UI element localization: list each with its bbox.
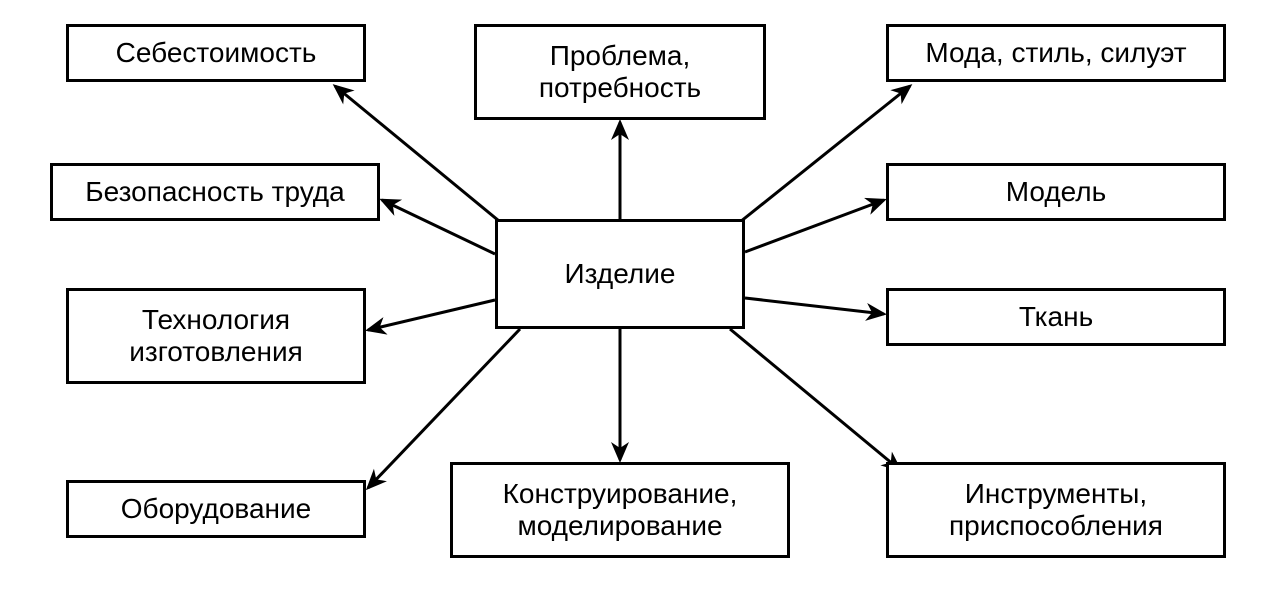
node-label-tools: Инструменты,приспособления — [949, 478, 1163, 542]
node-label-safety: Безопасность труда — [85, 176, 344, 208]
node-label-problem: Проблема,потребность — [539, 40, 701, 104]
node-label-fashion: Мода, стиль, силуэт — [925, 37, 1186, 69]
edge-center-to-tools — [730, 329, 900, 470]
node-label-construction: Конструирование,моделирование — [503, 478, 738, 542]
edge-center-to-technology — [368, 300, 495, 330]
node-fashion: Мода, стиль, силуэт — [886, 24, 1226, 82]
node-fabric: Ткань — [886, 288, 1226, 346]
node-problem: Проблема,потребность — [474, 24, 766, 120]
diagram-canvas: Изделие Себестоимость Безопасность труда Те… — [0, 0, 1264, 602]
node-equipment: Оборудование — [66, 480, 366, 538]
node-label-fabric: Ткань — [1019, 301, 1093, 333]
node-tools: Инструменты,приспособления — [886, 462, 1226, 558]
node-label-equipment: Оборудование — [121, 493, 311, 525]
node-center: Изделие — [495, 219, 745, 329]
node-label-cost: Себестоимость — [116, 37, 317, 69]
node-label-model: Модель — [1006, 176, 1107, 208]
node-model: Модель — [886, 163, 1226, 221]
node-label-center: Изделие — [565, 258, 676, 290]
node-safety: Безопасность труда — [50, 163, 380, 221]
node-construction: Конструирование,моделирование — [450, 462, 790, 558]
node-label-technology: Технологияизготовления — [129, 304, 303, 368]
edge-center-to-safety — [382, 200, 495, 254]
edge-center-to-fabric — [745, 298, 884, 314]
node-cost: Себестоимость — [66, 24, 366, 82]
edge-center-to-model — [745, 200, 884, 252]
node-technology: Технологияизготовления — [66, 288, 366, 384]
